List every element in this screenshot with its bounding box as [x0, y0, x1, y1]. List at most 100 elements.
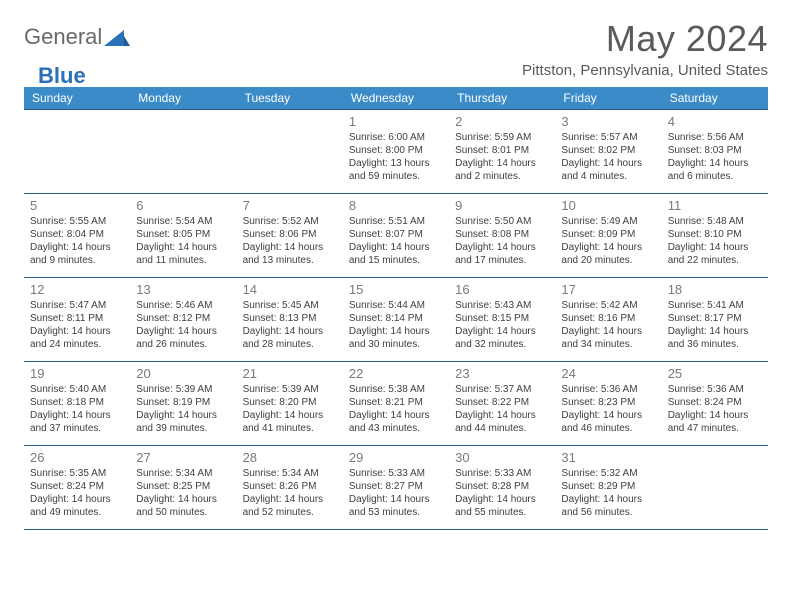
title-block: May 2024 Pittston, Pennsylvania, United …	[522, 18, 768, 79]
sunrise-line: Sunrise: 5:57 AM	[561, 131, 655, 144]
sunrise-line: Sunrise: 6:00 AM	[349, 131, 443, 144]
day-number: 24	[561, 366, 655, 381]
daylight-line: Daylight: 14 hours and 30 minutes.	[349, 325, 443, 351]
sunrise-line: Sunrise: 5:49 AM	[561, 215, 655, 228]
calendar-row: 12Sunrise: 5:47 AMSunset: 8:11 PMDayligh…	[24, 278, 768, 362]
daylight-line: Daylight: 14 hours and 4 minutes.	[561, 157, 655, 183]
sunset-line: Sunset: 8:15 PM	[455, 312, 549, 325]
calendar-cell	[237, 110, 343, 194]
daylight-line: Daylight: 14 hours and 22 minutes.	[668, 241, 762, 267]
daylight-line: Daylight: 14 hours and 26 minutes.	[136, 325, 230, 351]
calendar-cell: 24Sunrise: 5:36 AMSunset: 8:23 PMDayligh…	[555, 362, 661, 446]
sunrise-line: Sunrise: 5:35 AM	[30, 467, 124, 480]
calendar-row: 19Sunrise: 5:40 AMSunset: 8:18 PMDayligh…	[24, 362, 768, 446]
calendar-cell: 14Sunrise: 5:45 AMSunset: 8:13 PMDayligh…	[237, 278, 343, 362]
sunset-line: Sunset: 8:01 PM	[455, 144, 549, 157]
sunrise-line: Sunrise: 5:48 AM	[668, 215, 762, 228]
calendar-cell: 19 Sunrise: 5:40 AMSunset: 8:18 PMDayligh…	[24, 362, 130, 446]
day-number: 5	[30, 198, 124, 213]
sunrise-line: Sunrise: 5:47 AM	[30, 299, 124, 312]
sunrise-line: Sunrise: 5:54 AM	[136, 215, 230, 228]
sunrise-line: Sunrise: 5:37 AM	[455, 383, 549, 396]
sunset-line: Sunset: 8:20 PM	[243, 396, 337, 409]
calendar-cell	[662, 446, 768, 530]
calendar-cell: 9Sunrise: 5:50 AMSunset: 8:08 PMDaylight…	[449, 194, 555, 278]
weekday-header: Tuesday	[237, 87, 343, 110]
calendar-header-row: SundayMondayTuesdayWednesdayThursdayFrid…	[24, 87, 768, 110]
sunrise-line: Sunrise: 5:39 AM	[243, 383, 337, 396]
sunrise-line: Sunrise: 5:34 AM	[243, 467, 337, 480]
day-number: 25	[668, 366, 762, 381]
triangle-icon	[104, 28, 130, 46]
daylight-line: Daylight: 14 hours and 28 minutes.	[243, 325, 337, 351]
daylight-line: Daylight: 14 hours and 47 minutes.	[668, 409, 762, 435]
daylight-line: Daylight: 14 hours and 37 minutes.	[30, 409, 124, 435]
calendar-cell: 6Sunrise: 5:54 AMSunset: 8:05 PMDaylight…	[130, 194, 236, 278]
calendar-cell: 3Sunrise: 5:57 AMSunset: 8:02 PMDaylight…	[555, 110, 661, 194]
sunrise-line: Sunrise: 5:52 AM	[243, 215, 337, 228]
calendar-cell: 23Sunrise: 5:37 AMSunset: 8:22 PMDayligh…	[449, 362, 555, 446]
calendar-cell: 30Sunrise: 5:33 AMSunset: 8:28 PMDayligh…	[449, 446, 555, 530]
sunrise-line: Sunrise: 5:55 AM	[30, 215, 124, 228]
day-number: 15	[349, 282, 443, 297]
sunrise-line: Sunrise: 5:33 AM	[349, 467, 443, 480]
sunset-line: Sunset: 8:04 PM	[30, 228, 124, 241]
sunset-line: Sunset: 8:29 PM	[561, 480, 655, 493]
day-number: 21	[243, 366, 337, 381]
sunset-line: Sunset: 8:05 PM	[136, 228, 230, 241]
sunset-line: Sunset: 8:24 PM	[30, 480, 124, 493]
calendar-cell: 20Sunrise: 5:39 AMSunset: 8:19 PMDayligh…	[130, 362, 236, 446]
daylight-line: Daylight: 14 hours and 52 minutes.	[243, 493, 337, 519]
day-number: 9	[455, 198, 549, 213]
sunset-line: Sunset: 8:09 PM	[561, 228, 655, 241]
day-number: 31	[561, 450, 655, 465]
daylight-line: Daylight: 14 hours and 56 minutes.	[561, 493, 655, 519]
sunrise-line: Sunrise: 5:40 AM	[30, 383, 124, 396]
daylight-line: Daylight: 14 hours and 20 minutes.	[561, 241, 655, 267]
calendar-cell: 31Sunrise: 5:32 AMSunset: 8:29 PMDayligh…	[555, 446, 661, 530]
day-number: 3	[561, 114, 655, 129]
brand-logo: General	[24, 24, 106, 50]
sunset-line: Sunset: 8:24 PM	[668, 396, 762, 409]
daylight-line: Daylight: 14 hours and 46 minutes.	[561, 409, 655, 435]
calendar-cell: 1Sunrise: 6:00 AMSunset: 8:00 PMDaylight…	[343, 110, 449, 194]
weekday-header: Thursday	[449, 87, 555, 110]
daylight-line: Daylight: 14 hours and 55 minutes.	[455, 493, 549, 519]
day-number: 19	[30, 366, 124, 381]
day-number: 11	[668, 198, 762, 213]
sunset-line: Sunset: 8:26 PM	[243, 480, 337, 493]
day-number: 30	[455, 450, 549, 465]
sunset-line: Sunset: 8:11 PM	[30, 312, 124, 325]
sunset-line: Sunset: 8:28 PM	[455, 480, 549, 493]
calendar-cell: 12Sunrise: 5:47 AMSunset: 8:11 PMDayligh…	[24, 278, 130, 362]
sunset-line: Sunset: 8:27 PM	[349, 480, 443, 493]
sunset-line: Sunset: 8:21 PM	[349, 396, 443, 409]
calendar-cell: 11 Sunrise: 5:48 AMSunset: 8:10 PMDayligh…	[662, 194, 768, 278]
day-number: 6	[136, 198, 230, 213]
day-number: 10	[561, 198, 655, 213]
calendar-cell: 17Sunrise: 5:42 AMSunset: 8:16 PMDayligh…	[555, 278, 661, 362]
sunrise-line: Sunrise: 5:36 AM	[561, 383, 655, 396]
day-number: 14	[243, 282, 337, 297]
sunset-line: Sunset: 8:10 PM	[668, 228, 762, 241]
sunrise-line: Sunrise: 5:56 AM	[668, 131, 762, 144]
sunset-line: Sunset: 8:18 PM	[30, 396, 124, 409]
calendar-cell: 27Sunrise: 5:34 AMSunset: 8:25 PMDayligh…	[130, 446, 236, 530]
sunset-line: Sunset: 8:16 PM	[561, 312, 655, 325]
calendar-row: 1Sunrise: 6:00 AMSunset: 8:00 PMDaylight…	[24, 110, 768, 194]
day-number: 16	[455, 282, 549, 297]
sunset-line: Sunset: 8:25 PM	[136, 480, 230, 493]
day-number: 23	[455, 366, 549, 381]
daylight-line: Daylight: 14 hours and 34 minutes.	[561, 325, 655, 351]
calendar-body: 1Sunrise: 6:00 AMSunset: 8:00 PMDaylight…	[24, 110, 768, 530]
sunrise-line: Sunrise: 5:42 AM	[561, 299, 655, 312]
day-number: 22	[349, 366, 443, 381]
weekday-header: Wednesday	[343, 87, 449, 110]
day-number: 18	[668, 282, 762, 297]
daylight-line: Daylight: 14 hours and 43 minutes.	[349, 409, 443, 435]
daylight-line: Daylight: 14 hours and 50 minutes.	[136, 493, 230, 519]
daylight-line: Daylight: 14 hours and 24 minutes.	[30, 325, 124, 351]
calendar-cell: 18Sunrise: 5:41 AMSunset: 8:17 PMDayligh…	[662, 278, 768, 362]
day-number: 20	[136, 366, 230, 381]
sunrise-line: Sunrise: 5:41 AM	[668, 299, 762, 312]
